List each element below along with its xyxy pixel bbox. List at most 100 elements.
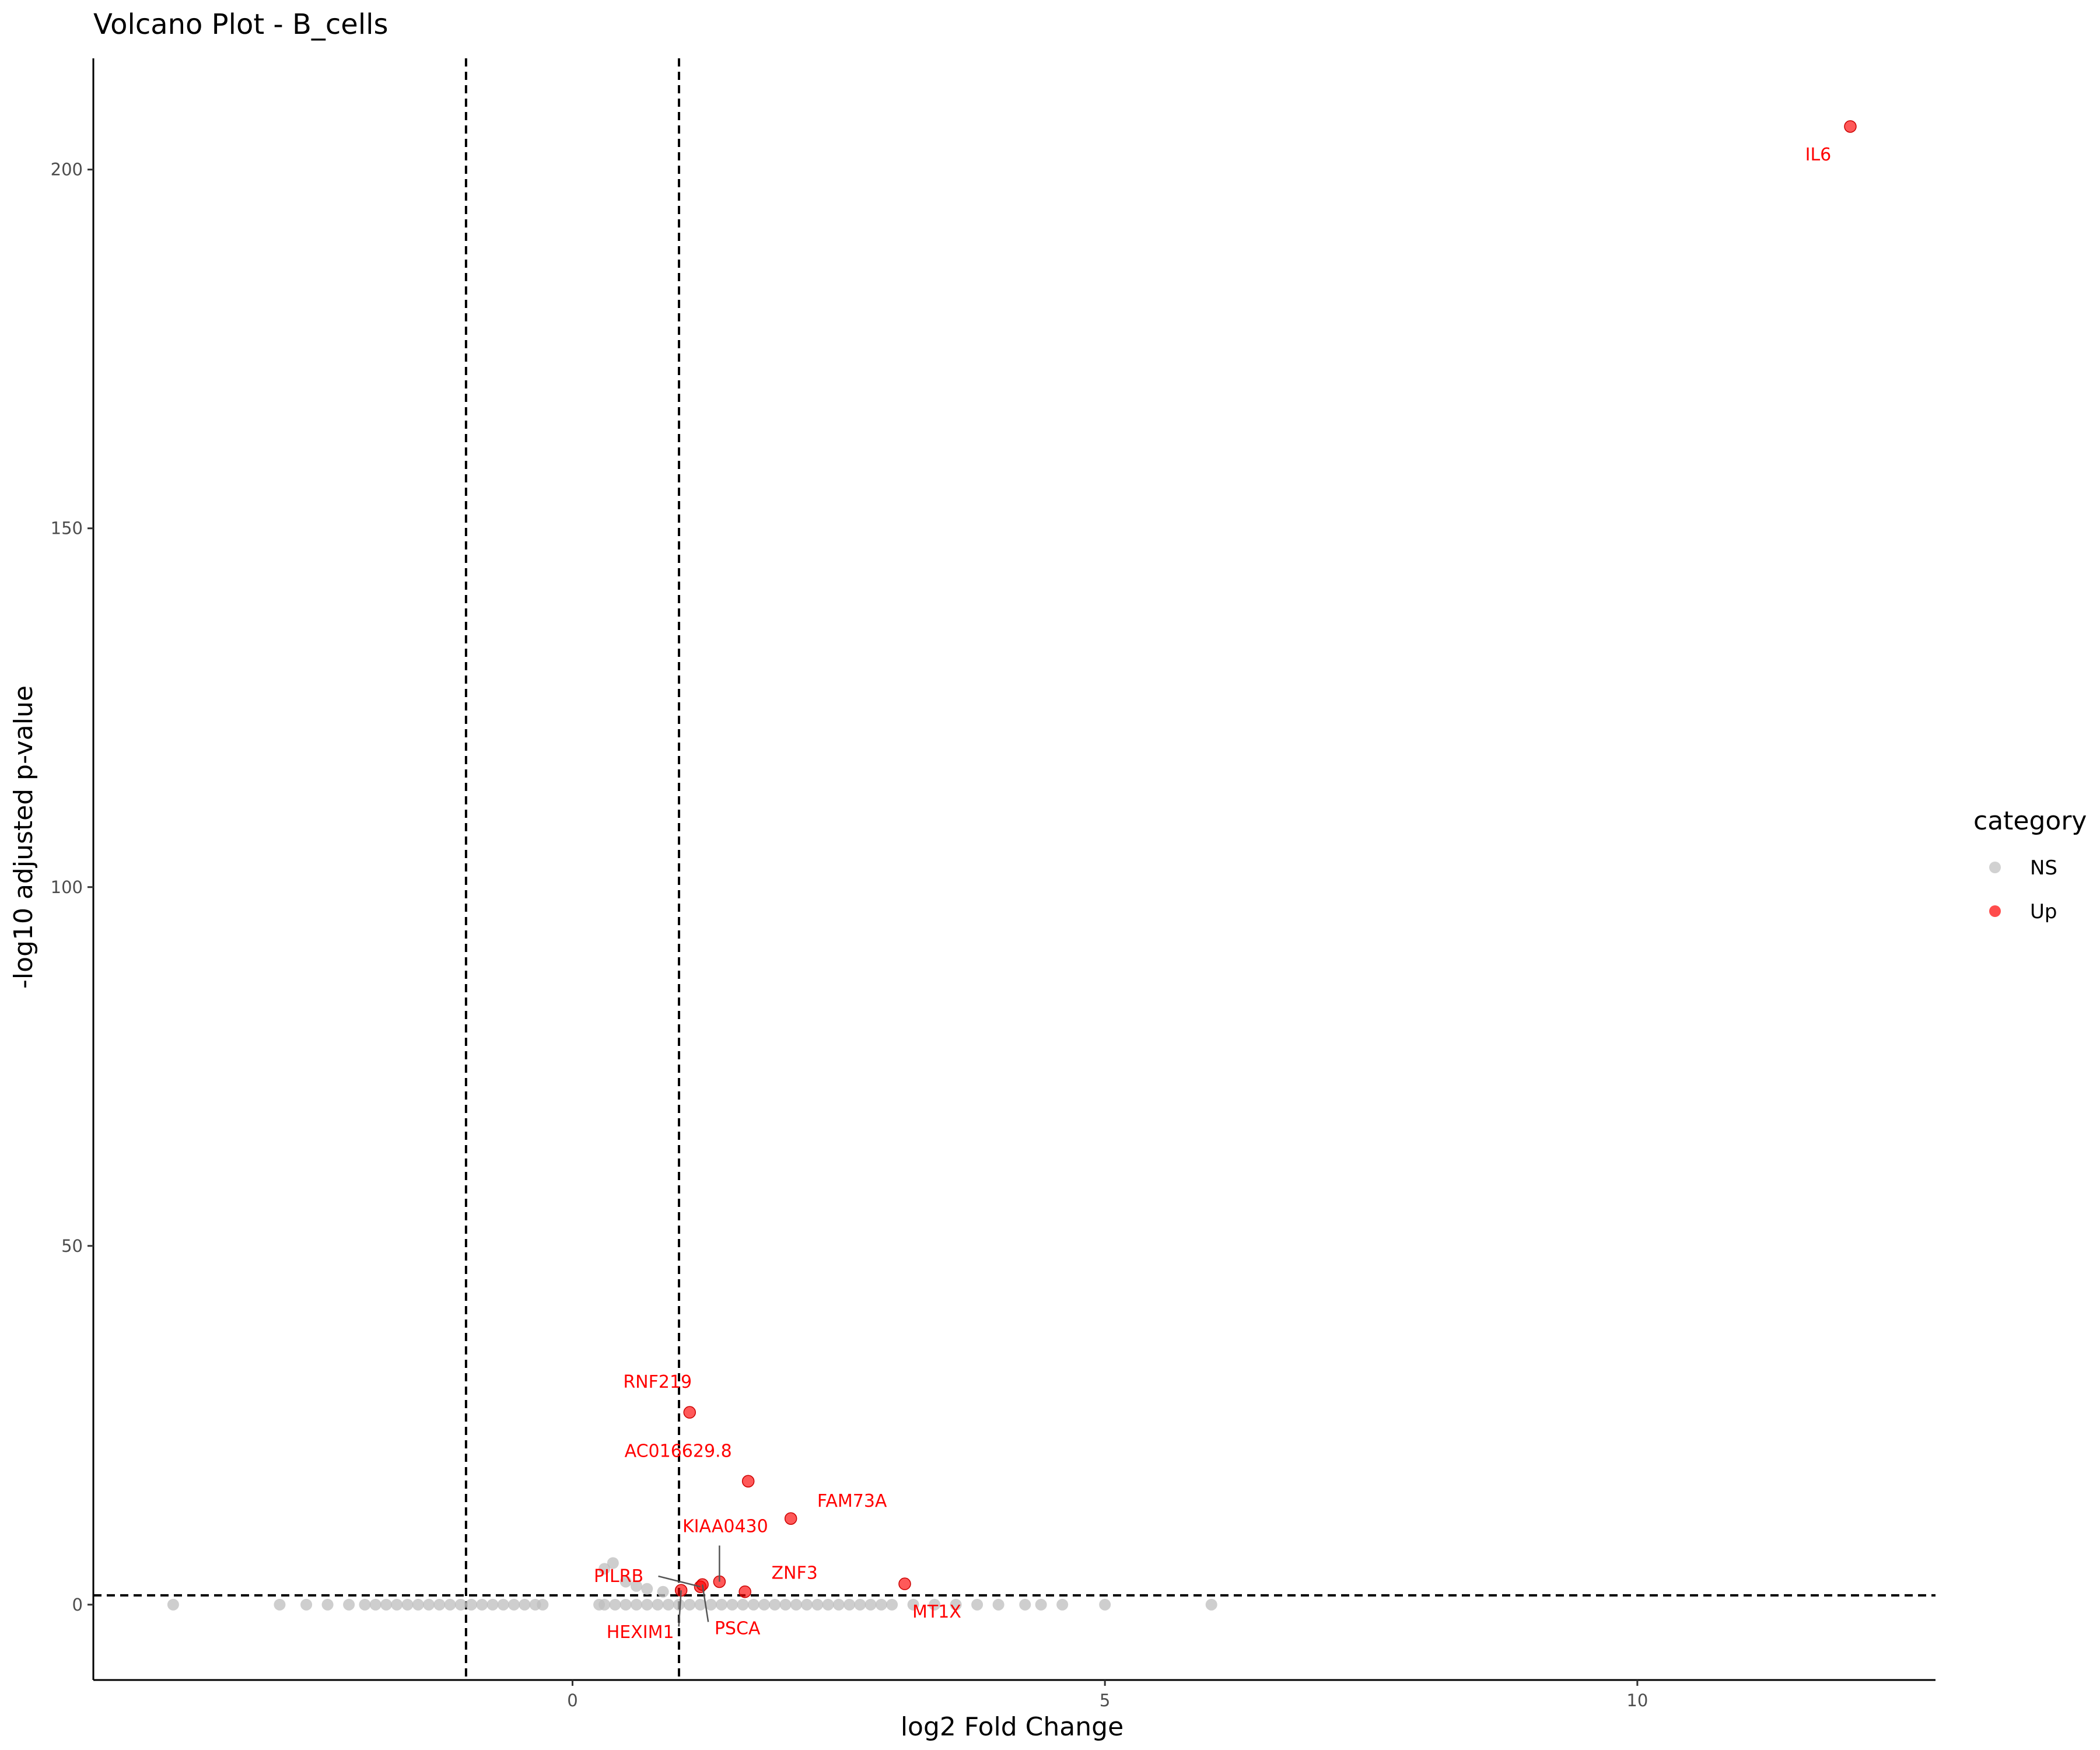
gene-label: MT1X	[912, 1602, 961, 1622]
ns-point	[497, 1598, 509, 1611]
legend-key	[1989, 862, 2001, 873]
ns-point	[992, 1598, 1005, 1611]
ns-point	[369, 1598, 382, 1611]
chart-title: Volcano Plot - B_cells	[93, 8, 388, 41]
gene-label: RNF219	[623, 1372, 692, 1392]
ns-point	[1099, 1598, 1111, 1611]
legend-title: category	[1973, 806, 2087, 836]
y-tick-label: 50	[61, 1236, 83, 1256]
ns-point	[391, 1598, 403, 1611]
ns-point	[716, 1598, 728, 1611]
ns-point	[950, 1598, 962, 1611]
ns-point	[380, 1598, 392, 1611]
gene-label: AC016629.8	[625, 1441, 732, 1461]
ns-point	[598, 1598, 611, 1611]
gene-label: PILRB	[594, 1566, 643, 1587]
ns-point	[769, 1598, 781, 1611]
ns-point	[822, 1598, 834, 1611]
ns-point	[343, 1598, 355, 1611]
label-leader-line	[658, 1575, 701, 1588]
ns-point	[466, 1598, 478, 1611]
ns-point	[801, 1598, 813, 1611]
ns-point	[412, 1598, 424, 1611]
ns-point	[1035, 1598, 1047, 1611]
x-axis-title: log2 Fold Change	[901, 1712, 1124, 1742]
ns-point	[875, 1598, 887, 1611]
x-tick-label: 10	[1626, 1690, 1648, 1710]
ns-point	[747, 1598, 760, 1611]
ns-point	[598, 1563, 611, 1575]
ns-point	[657, 1586, 669, 1598]
ns-point	[929, 1598, 941, 1611]
ns-point	[662, 1598, 674, 1611]
ns-point	[609, 1598, 621, 1611]
up-point	[898, 1577, 911, 1590]
legend: category NS Up	[1973, 806, 2087, 923]
ns-point	[519, 1598, 531, 1611]
up-point	[683, 1406, 696, 1419]
ns-point	[1205, 1598, 1217, 1611]
gene-label: KIAA0430	[682, 1516, 768, 1536]
up-point	[1844, 120, 1857, 133]
ns-point	[401, 1598, 414, 1611]
ns-point	[508, 1598, 520, 1611]
y-tick-label: 100	[51, 877, 83, 897]
ns-point	[684, 1598, 696, 1611]
ns-point	[652, 1598, 664, 1611]
ns-point	[705, 1598, 717, 1611]
ns-point	[630, 1580, 642, 1592]
ns-point	[854, 1598, 866, 1611]
gene-label: HEXIM1	[607, 1622, 674, 1643]
gene-label: ZNF3	[771, 1563, 817, 1584]
ns-point	[1019, 1598, 1031, 1611]
ns-point	[790, 1598, 802, 1611]
x-tick-label: 5	[1100, 1690, 1110, 1710]
gene-label: IL6	[1805, 145, 1832, 165]
gene-labels: IL6 RNF219 AC016629.8 FAM73A KIAA0430 PILRB ZN…	[594, 145, 1831, 1643]
y-tick-label: 200	[51, 160, 83, 180]
ns-point	[433, 1598, 446, 1611]
ns-point	[864, 1598, 877, 1611]
ns-point	[779, 1598, 792, 1611]
ns-point	[537, 1598, 549, 1611]
ns-point	[886, 1598, 898, 1611]
label-leader-line	[678, 1590, 682, 1627]
legend-key	[1989, 905, 2001, 917]
ns-point	[1056, 1598, 1069, 1611]
gene-label: FAM73A	[817, 1491, 887, 1511]
ns-point	[758, 1598, 771, 1611]
ns-point	[321, 1598, 334, 1611]
plot-area	[93, 58, 1936, 1680]
ns-point	[737, 1598, 749, 1611]
ns-point	[359, 1598, 371, 1611]
ns-point	[167, 1598, 179, 1611]
up-point	[738, 1585, 751, 1598]
ns-point	[844, 1598, 856, 1611]
ns-point	[300, 1598, 313, 1611]
ns-point	[487, 1598, 499, 1611]
x-tick-label: 0	[567, 1690, 578, 1710]
up-point	[784, 1512, 797, 1525]
ns-point	[620, 1576, 632, 1588]
ns-point	[641, 1598, 653, 1611]
ns-point	[694, 1598, 706, 1611]
ns-point	[630, 1598, 642, 1611]
ns-point	[607, 1557, 619, 1569]
ns-point	[907, 1598, 919, 1611]
legend-label: NS	[2030, 856, 2057, 880]
y-tick-label: 0	[72, 1595, 83, 1615]
y-axis-title: -log10 adjusted p-value	[9, 685, 38, 989]
y-tick-label: 150	[51, 519, 83, 538]
ns-point	[726, 1598, 738, 1611]
ns-point	[444, 1598, 456, 1611]
ns-point	[454, 1598, 467, 1611]
ns-point	[971, 1598, 984, 1611]
legend-label: Up	[2030, 900, 2057, 923]
ns-point	[832, 1598, 845, 1611]
label-leader-line	[701, 1584, 709, 1622]
ns-point	[641, 1583, 653, 1595]
ns-point	[423, 1598, 435, 1611]
gene-label: PSCA	[715, 1618, 761, 1639]
